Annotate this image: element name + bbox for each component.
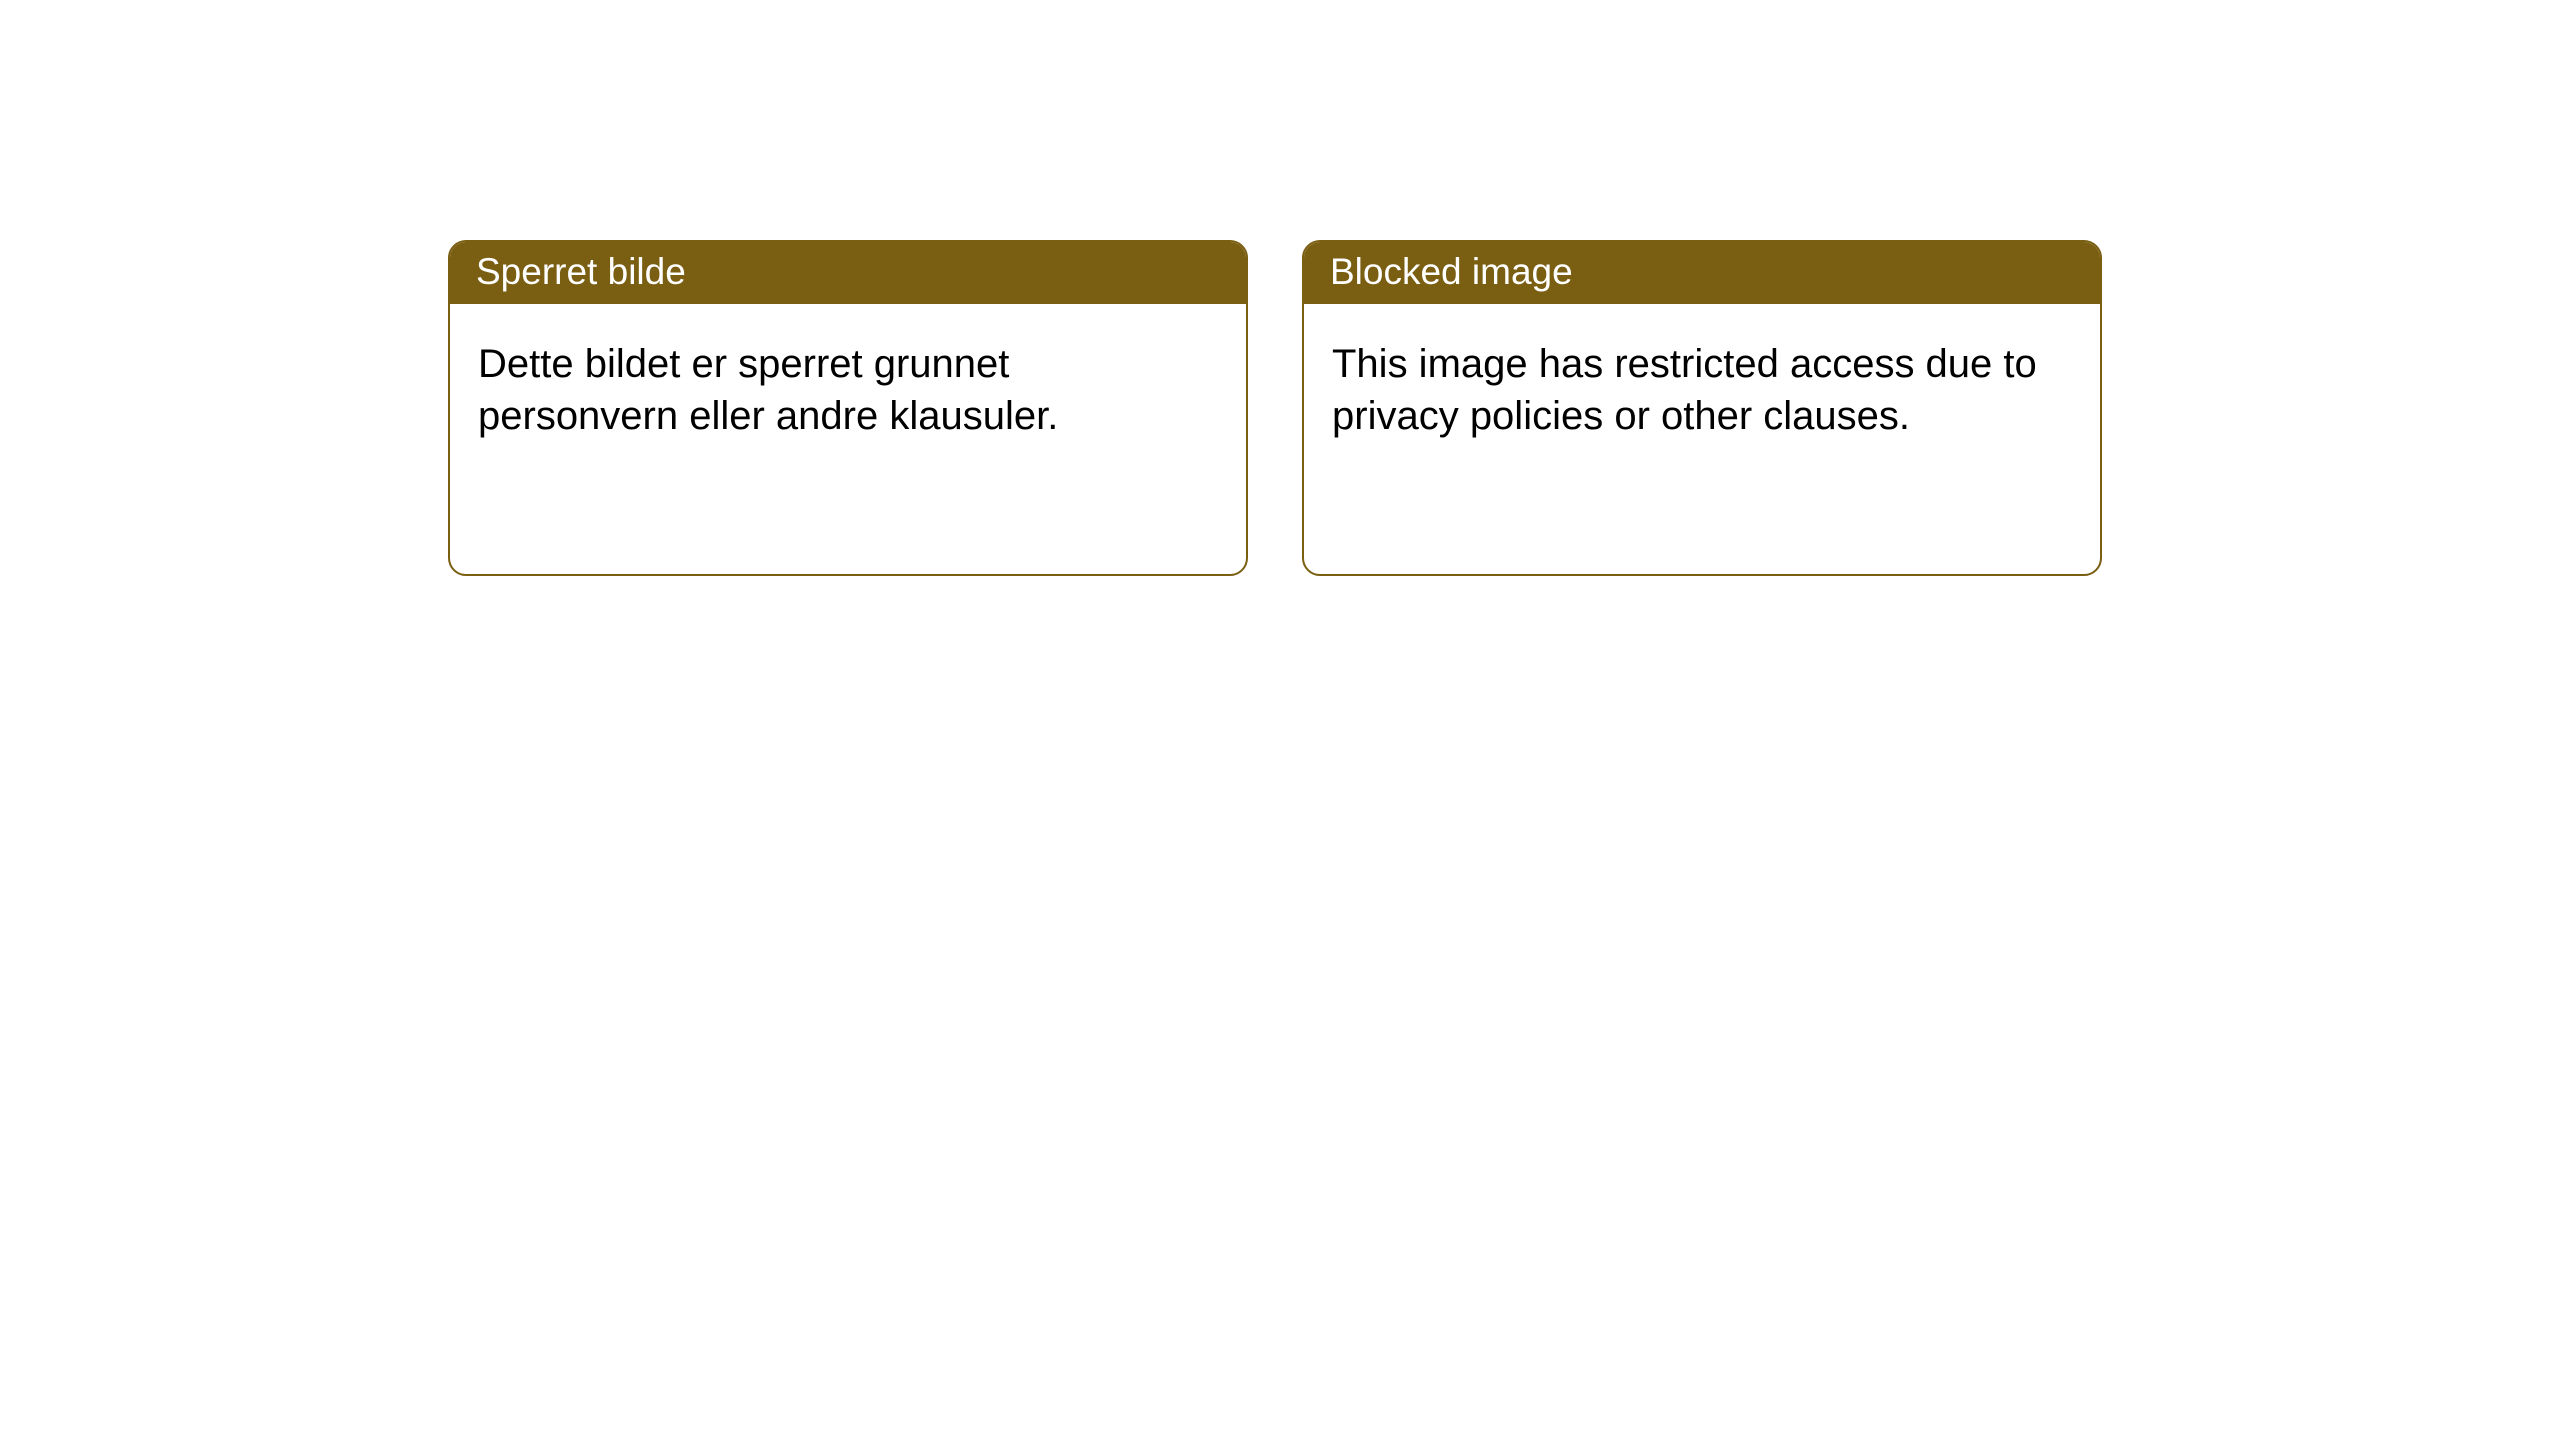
card-body-norwegian: Dette bildet er sperret grunnet personve… — [450, 304, 1246, 476]
card-header-english: Blocked image — [1304, 242, 2100, 304]
card-title-norwegian: Sperret bilde — [476, 251, 686, 292]
card-text-english: This image has restricted access due to … — [1332, 342, 2037, 438]
card-header-norwegian: Sperret bilde — [450, 242, 1246, 304]
notice-container: Sperret bilde Dette bildet er sperret gr… — [448, 240, 2102, 576]
card-text-norwegian: Dette bildet er sperret grunnet personve… — [478, 342, 1058, 438]
card-body-english: This image has restricted access due to … — [1304, 304, 2100, 476]
blocked-image-card-english: Blocked image This image has restricted … — [1302, 240, 2102, 576]
card-title-english: Blocked image — [1330, 251, 1573, 292]
blocked-image-card-norwegian: Sperret bilde Dette bildet er sperret gr… — [448, 240, 1248, 576]
